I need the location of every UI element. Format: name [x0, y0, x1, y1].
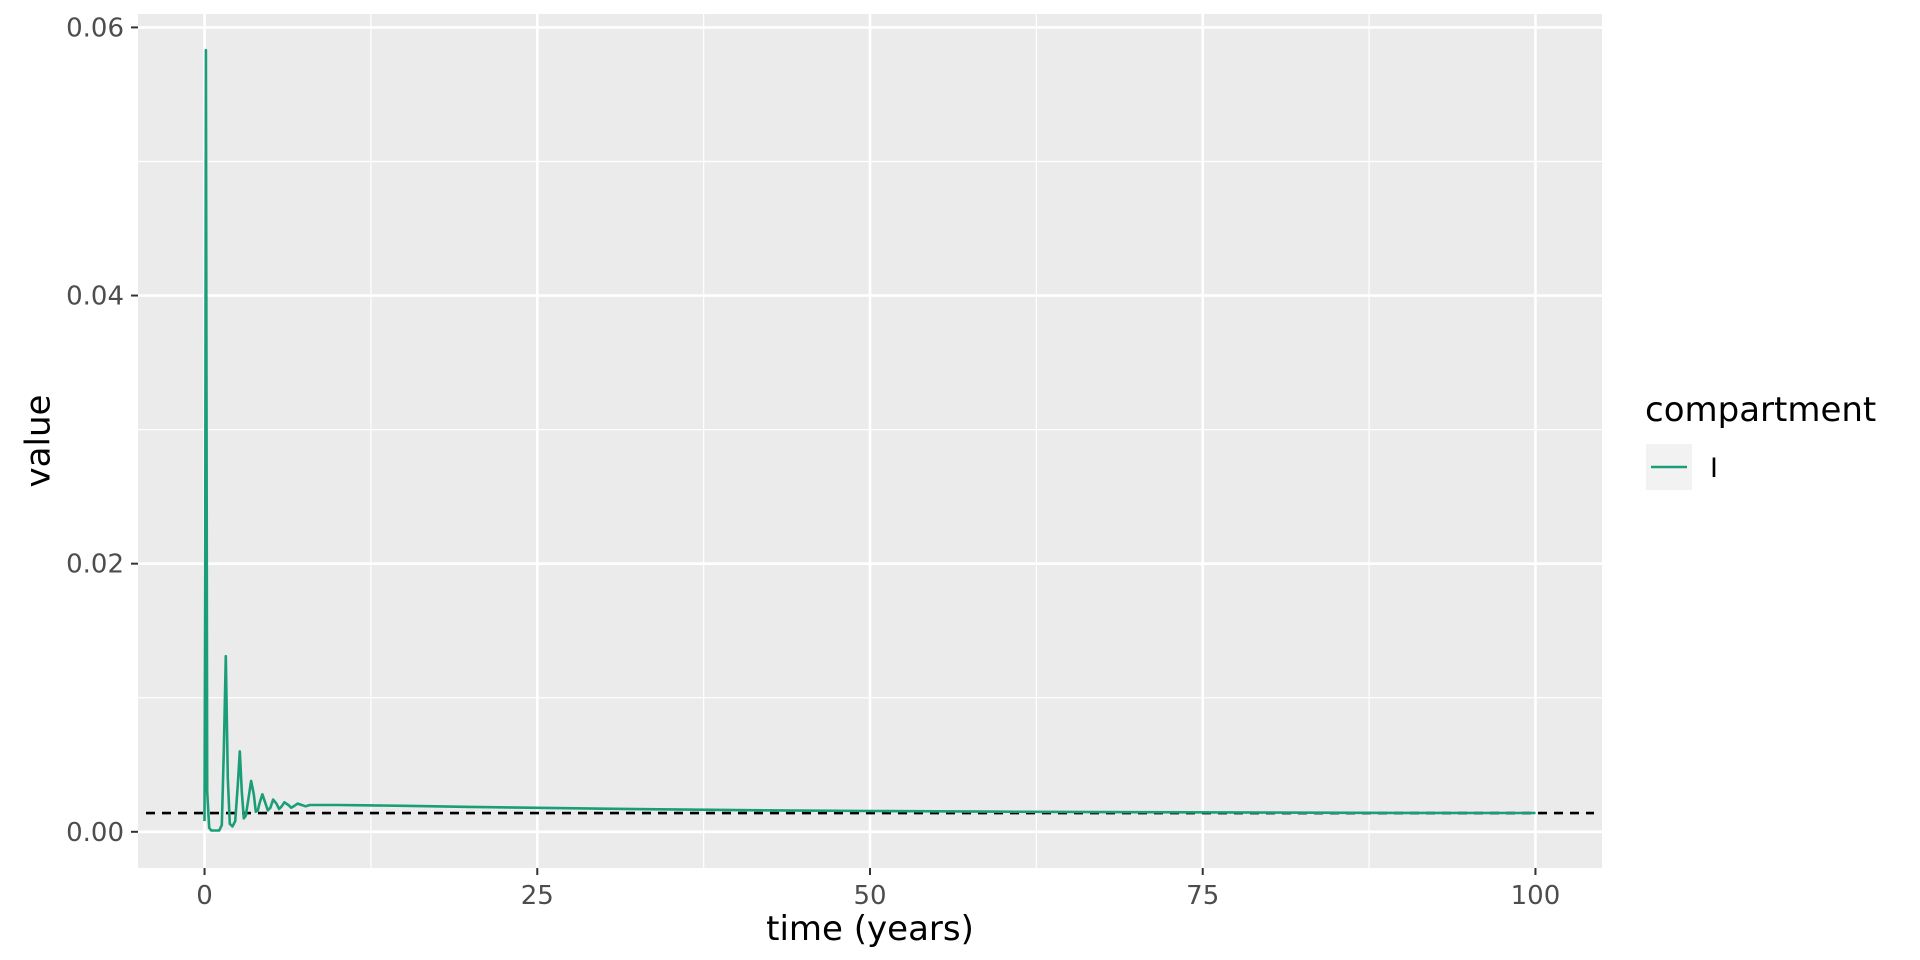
y-tick-label: 0.00 [66, 818, 124, 848]
y-tick-label: 0.06 [66, 13, 124, 43]
x-tick-label: 75 [1186, 881, 1219, 911]
series-lines [203, 48, 1536, 832]
y-axis: 0.00 0.02 0.04 0.06 [66, 13, 138, 848]
legend-title: compartment [1645, 390, 1876, 430]
x-tick-label: 0 [196, 881, 213, 911]
legend-label: I [1710, 453, 1718, 484]
y-tick-label: 0.04 [66, 282, 124, 312]
y-tick-label: 0.02 [66, 550, 124, 580]
x-tick-label: 25 [521, 881, 554, 911]
x-tick-label: 50 [853, 881, 886, 911]
y-axis-title: value [19, 395, 59, 488]
series-line-I [203, 48, 1536, 832]
x-axis-title: time (years) [766, 909, 974, 949]
x-axis: 0 25 50 75 100 [196, 868, 1560, 911]
x-tick-label: 100 [1511, 881, 1561, 911]
legend: compartment I [1645, 390, 1876, 490]
